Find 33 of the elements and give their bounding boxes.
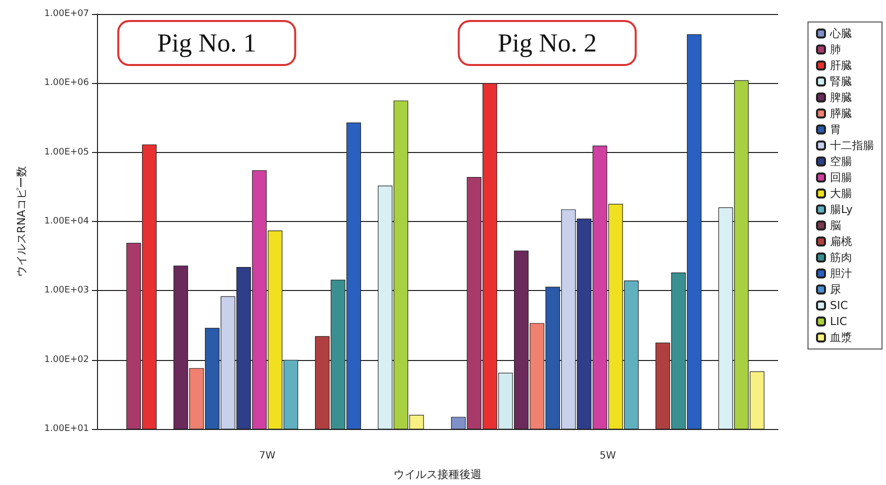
legend-label: 腎臓 [830, 75, 852, 88]
legend-label: SIC [830, 299, 848, 312]
y-tick-label: 1.00E+02 [44, 354, 89, 365]
legend-label: 胆汁 [830, 267, 852, 280]
annotation: Pig No. 2 [498, 28, 597, 58]
legend-label: 胃 [830, 123, 841, 136]
x-axis-title: ウイルス接種後週 [394, 468, 482, 481]
x-tick-label: 7W [259, 450, 276, 462]
legend-label: 腸Ly [830, 203, 854, 216]
y-axis-title: ウイルスRNAコピー数 [15, 166, 28, 278]
legend-label: 肺 [830, 43, 841, 56]
legend-label: 血漿 [830, 331, 852, 344]
legend-label: 筋肉 [830, 251, 852, 264]
legend-label: 大腸 [830, 187, 852, 200]
legend-label: 扁桃 [830, 235, 852, 248]
legend-label: 空腸 [830, 155, 852, 168]
legend-label: 脳 [830, 219, 841, 232]
legend-label: 十二指腸 [830, 139, 874, 152]
legend-label: 肝臓 [830, 59, 852, 72]
y-tick-label: 1.00E+03 [44, 286, 89, 296]
legend-label: 回腸 [830, 171, 852, 184]
y-tick-label: 1.00E+05 [44, 147, 89, 158]
legend-label: LIC [830, 315, 848, 328]
legend-label: 心臓 [829, 27, 852, 40]
y-tick-label: 1.00E+01 [44, 424, 89, 434]
legend-label: 脾臓 [830, 91, 852, 104]
legend-label: 尿 [830, 283, 841, 296]
y-tick-label: 1.00E+06 [44, 78, 90, 88]
legend-label: 膵臓 [830, 107, 852, 120]
y-tick-label: 1.00E+04 [44, 216, 90, 226]
annotation: Pig No. 1 [157, 28, 256, 58]
x-tick-label: 5W [600, 450, 616, 462]
y-tick-label: 1.00E+07 [44, 9, 89, 19]
